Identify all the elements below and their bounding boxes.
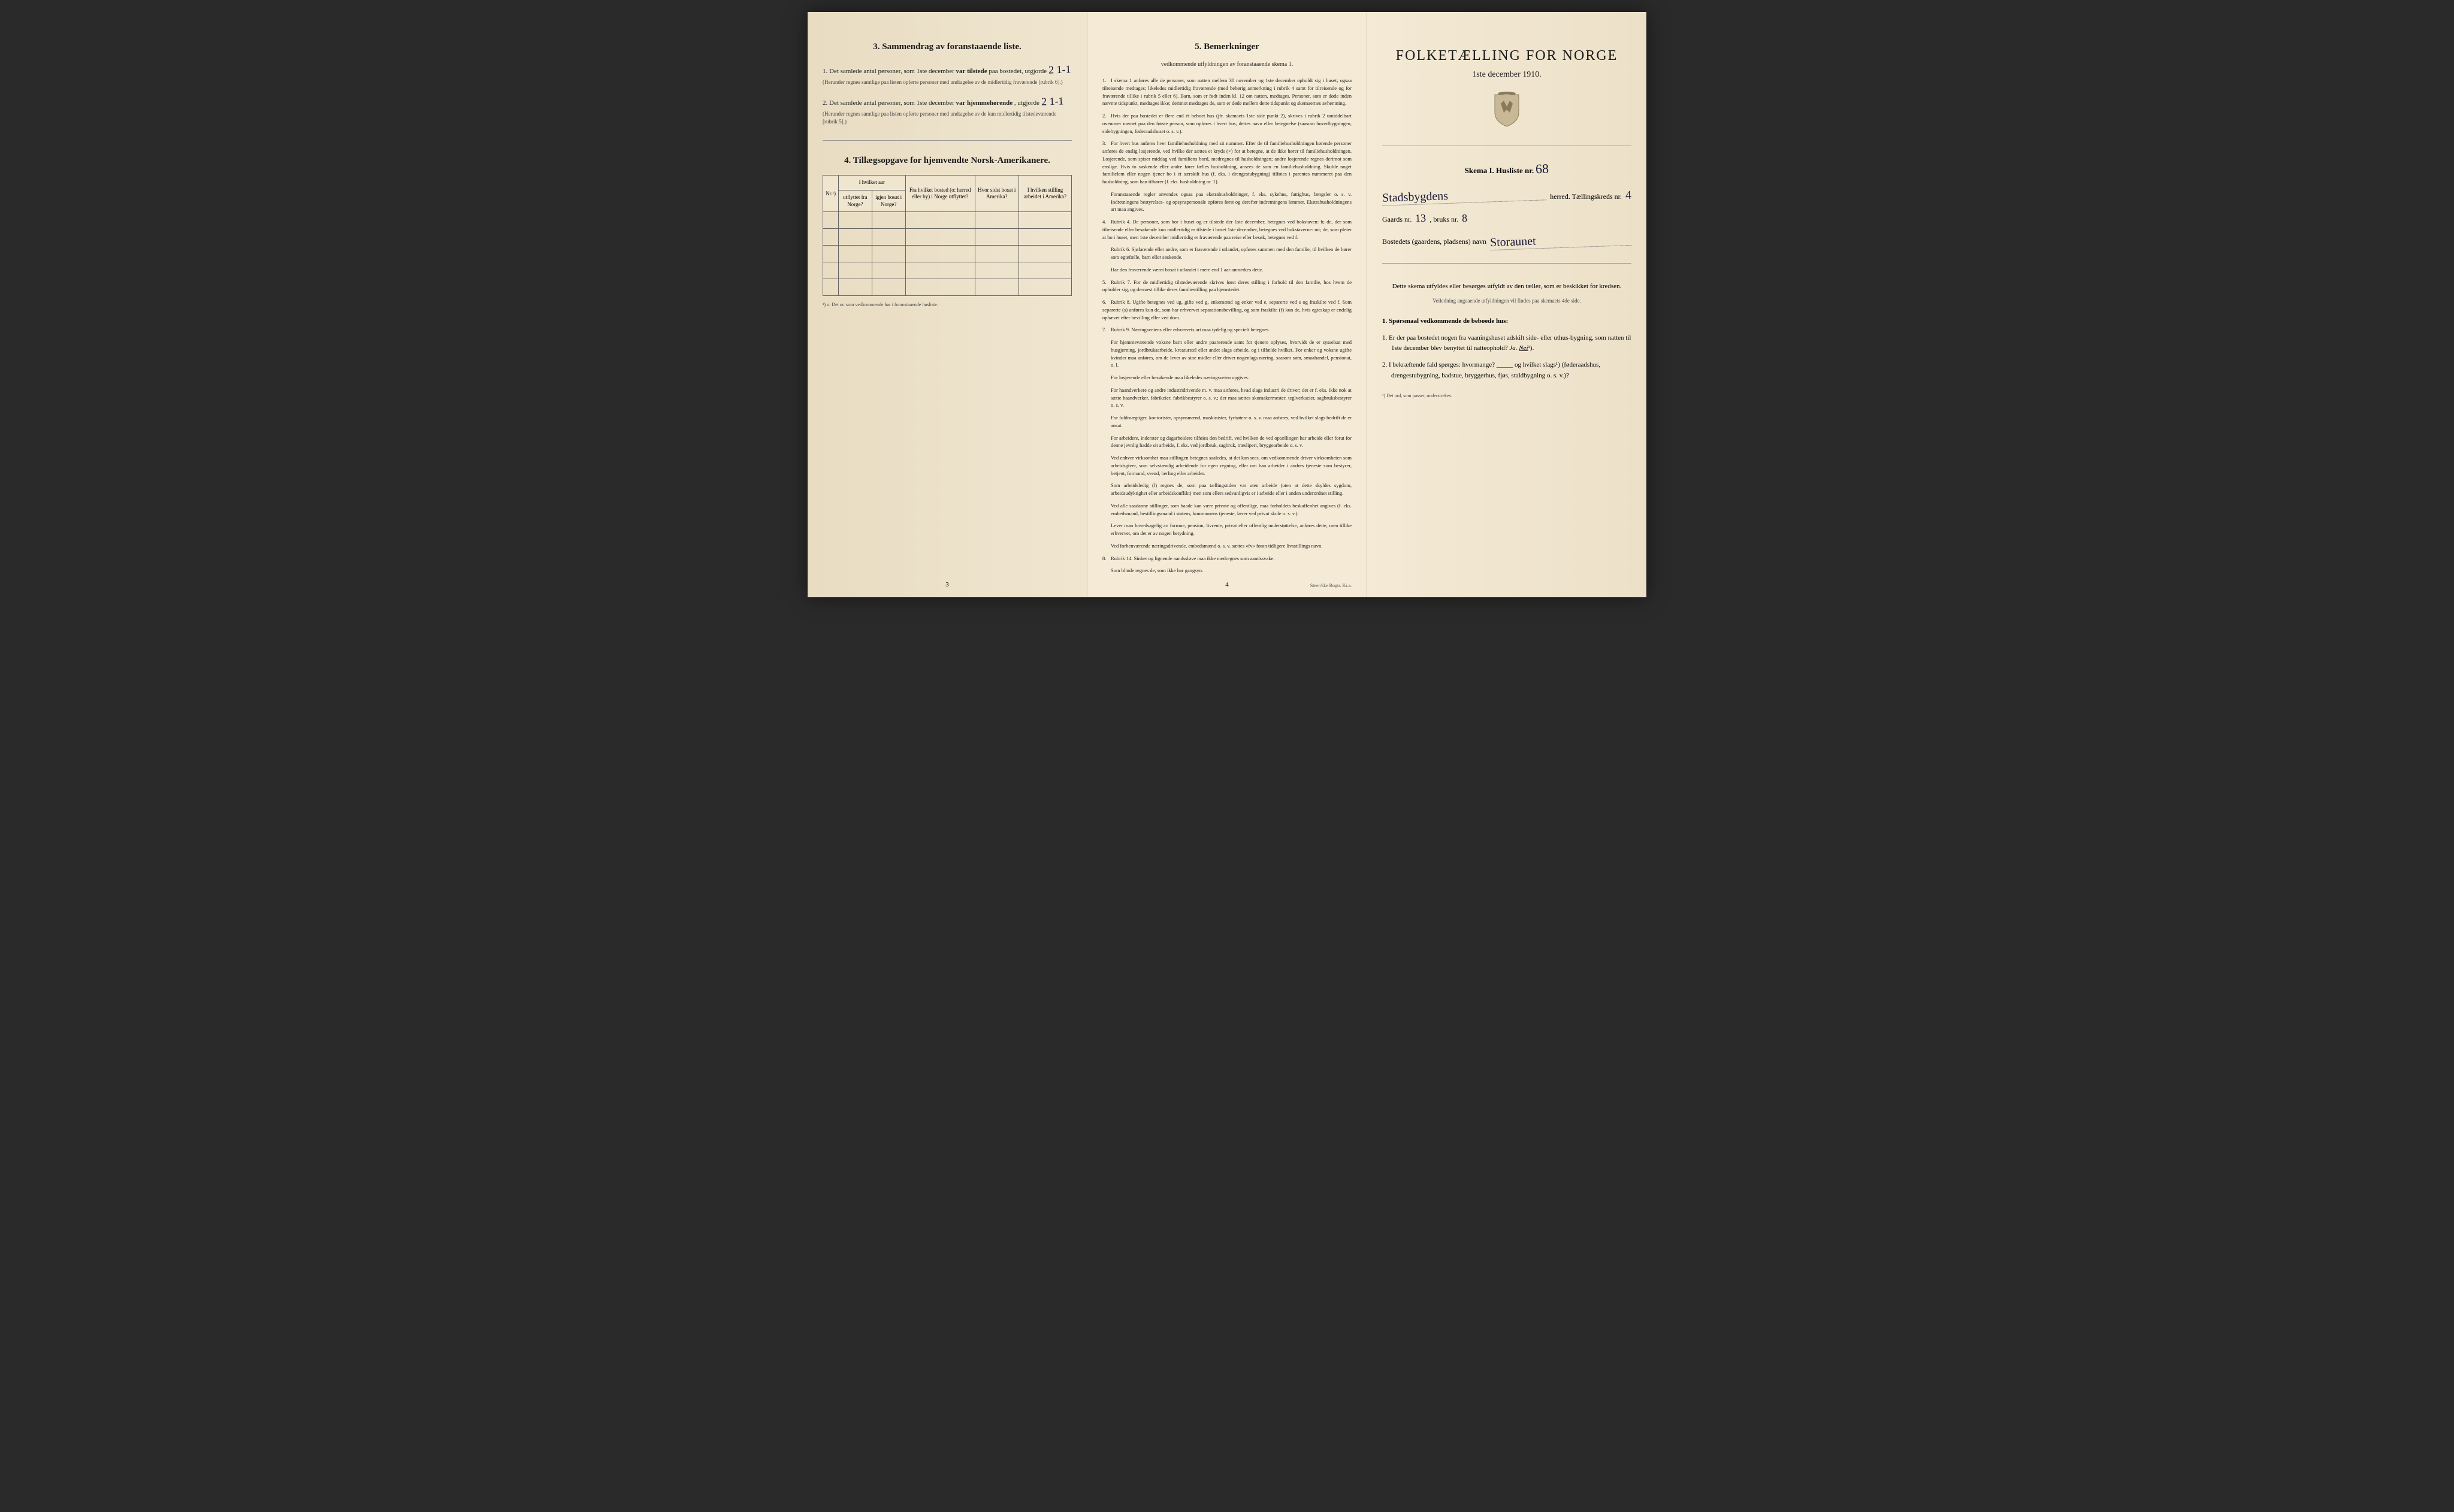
section-5-subtitle: vedkommende utfyldningen av foranstaaend… xyxy=(1102,61,1352,68)
col-nr: Nr.¹) xyxy=(823,176,839,212)
bosted-value: Storaunet xyxy=(1490,231,1632,250)
remark-item: 5.Rubrik 7. For de midlertidig tilstedev… xyxy=(1102,279,1352,294)
col-igjen: igjen bosat i Norge? xyxy=(872,190,905,212)
table-row xyxy=(823,246,1072,262)
remark-item: 6.Rubrik 8. Ugifte betegnes ved ug, gift… xyxy=(1102,298,1352,321)
remark-item: 2.Hvis der paa bostedet er flere end ét … xyxy=(1102,112,1352,135)
remark-item: 3.For hvert hus anføres hver familiehush… xyxy=(1102,140,1352,186)
divider xyxy=(1382,263,1631,264)
amerikanere-table: Nr.¹) I hvilket aar Fra hvilket bosted (… xyxy=(823,175,1072,307)
remark-item: 4.Rubrik 4. De personer, som bor i huset… xyxy=(1102,218,1352,241)
table-row xyxy=(823,229,1072,246)
remark-item: 8.Rubrik 14. Sinker og lignende aandsslø… xyxy=(1102,555,1352,563)
remark-sub: Ved alle saadanne stillinger, som baade … xyxy=(1111,502,1352,518)
questions: 1. Spørsmaal vedkommende de beboede hus:… xyxy=(1382,316,1631,381)
divider xyxy=(823,140,1072,141)
remark-item: 1.I skema 1 anføres alle de personer, so… xyxy=(1102,77,1352,107)
tilstede-value: 2 1-1 xyxy=(1048,61,1071,78)
table-row xyxy=(823,212,1072,229)
bruks-value: 8 xyxy=(1462,212,1468,225)
question-1: 1. Er der paa bostedet nogen fra vaaning… xyxy=(1391,333,1631,354)
gaards-value: 13 xyxy=(1415,212,1427,225)
date-line: 1ste december 1910. xyxy=(1382,70,1631,80)
remark-sub: Ved forhenværende næringsdrivende, embed… xyxy=(1111,542,1352,550)
page-3: 3. Sammendrag av foranstaaende liste. 1.… xyxy=(808,12,1087,597)
summary-item-1: 1. Det samlede antal personer, som 1ste … xyxy=(823,61,1072,86)
question-heading: 1. Spørsmaal vedkommende de beboede hus: xyxy=(1382,316,1631,327)
section-4-title: 4. Tillægsopgave for hjemvendte Norsk-Am… xyxy=(823,156,1072,166)
instruction-block: Dette skema utfyldes eller besørges utfy… xyxy=(1382,282,1631,304)
col-stilling: I hvilken stilling arbeidet i Amerika? xyxy=(1019,176,1072,212)
hjemmehorende-value: 2 1-1 xyxy=(1041,93,1063,111)
remark-sub: Ved enhver virksomhet maa stillingen bet… xyxy=(1111,454,1352,477)
page-number-3: 3 xyxy=(945,581,949,588)
col-group-aar: I hvilket aar xyxy=(838,176,905,190)
main-title: FOLKETÆLLING FOR NORGE xyxy=(1382,48,1631,64)
summary-item-2: 2. Det samlede antal personer, som 1ste … xyxy=(823,93,1072,125)
nei-answer: Nei xyxy=(1519,344,1528,352)
herred-value: Stadsbygdens xyxy=(1382,186,1547,206)
herred-line: Stadsbygdens herred. Tællingskreds nr. 4 xyxy=(1382,189,1631,203)
page-number-4: 4 xyxy=(1225,581,1229,588)
remark-sub: For haandverkere og andre industridriven… xyxy=(1111,386,1352,409)
remark-sub: For hjemmeværende voksne barn eller andr… xyxy=(1111,338,1352,369)
remark-sub: Som arbeidsledig (l) regnes de, som paa … xyxy=(1111,482,1352,497)
bosted-line: Bostedets (gaardens, pladsens) navn Stor… xyxy=(1382,234,1631,248)
remarks-list: 1.I skema 1 anføres alle de personer, so… xyxy=(1102,77,1352,574)
remark-item: 7.Rubrik 9. Næringsveiens eller erhverve… xyxy=(1102,326,1352,334)
gaards-line: Gaards nr. 13 , bruks nr. 8 xyxy=(1382,212,1631,225)
table-footnote: ¹) o: Det nr. som vedkommende har i fora… xyxy=(823,302,1072,307)
section-3-title: 3. Sammendrag av foranstaaende liste. xyxy=(823,42,1072,52)
remark-sub: Som blinde regnes de, som ikke har gangs… xyxy=(1111,567,1352,574)
printer-mark: Steen'ske Bogtr. Kr.a. xyxy=(1310,583,1352,588)
question-2: 2. I bekræftende fald spørges: hvormange… xyxy=(1391,360,1631,381)
remark-sub: For fuldmægtiger, kontorister, opsynsmæn… xyxy=(1111,414,1352,430)
col-utflyttet: utflyttet fra Norge? xyxy=(838,190,872,212)
remark-sub: Rubrik 6. Sjøfarende eller andre, som er… xyxy=(1111,246,1352,261)
col-bosted: Fra hvilket bosted (o: herred eller by) … xyxy=(905,176,975,212)
coat-of-arms-icon xyxy=(1382,92,1631,131)
footnote: ¹) Det ord, som passer, understrekes. xyxy=(1382,393,1631,398)
remark-sub: Har den fraværende været bosat i utlande… xyxy=(1111,266,1352,274)
table-row xyxy=(823,279,1072,296)
skema-line: Skema I. Husliste nr. 68 xyxy=(1382,161,1631,177)
kreds-value: 4 xyxy=(1625,189,1632,202)
page-4: 5. Bemerkninger vedkommende utfyldningen… xyxy=(1087,12,1367,597)
husliste-nr: 68 xyxy=(1536,161,1549,177)
table-row xyxy=(823,262,1072,279)
remark-sub: Lever man hovedsagelig av formue, pensio… xyxy=(1111,522,1352,537)
section-5-title: 5. Bemerkninger xyxy=(1102,42,1352,52)
page-5: FOLKETÆLLING FOR NORGE 1ste december 191… xyxy=(1367,12,1646,597)
col-amerika: Hvor sidst bosat i Amerika? xyxy=(975,176,1019,212)
census-document: 3. Sammendrag av foranstaaende liste. 1.… xyxy=(808,12,1646,597)
remark-sub: For arbeidere, inderster og dagarbeidere… xyxy=(1111,434,1352,450)
remark-sub: For losjerende eller besøkende maa likel… xyxy=(1111,374,1352,382)
remark-sub: Foranstaaende regler anvendes ogsaa paa … xyxy=(1111,190,1352,213)
